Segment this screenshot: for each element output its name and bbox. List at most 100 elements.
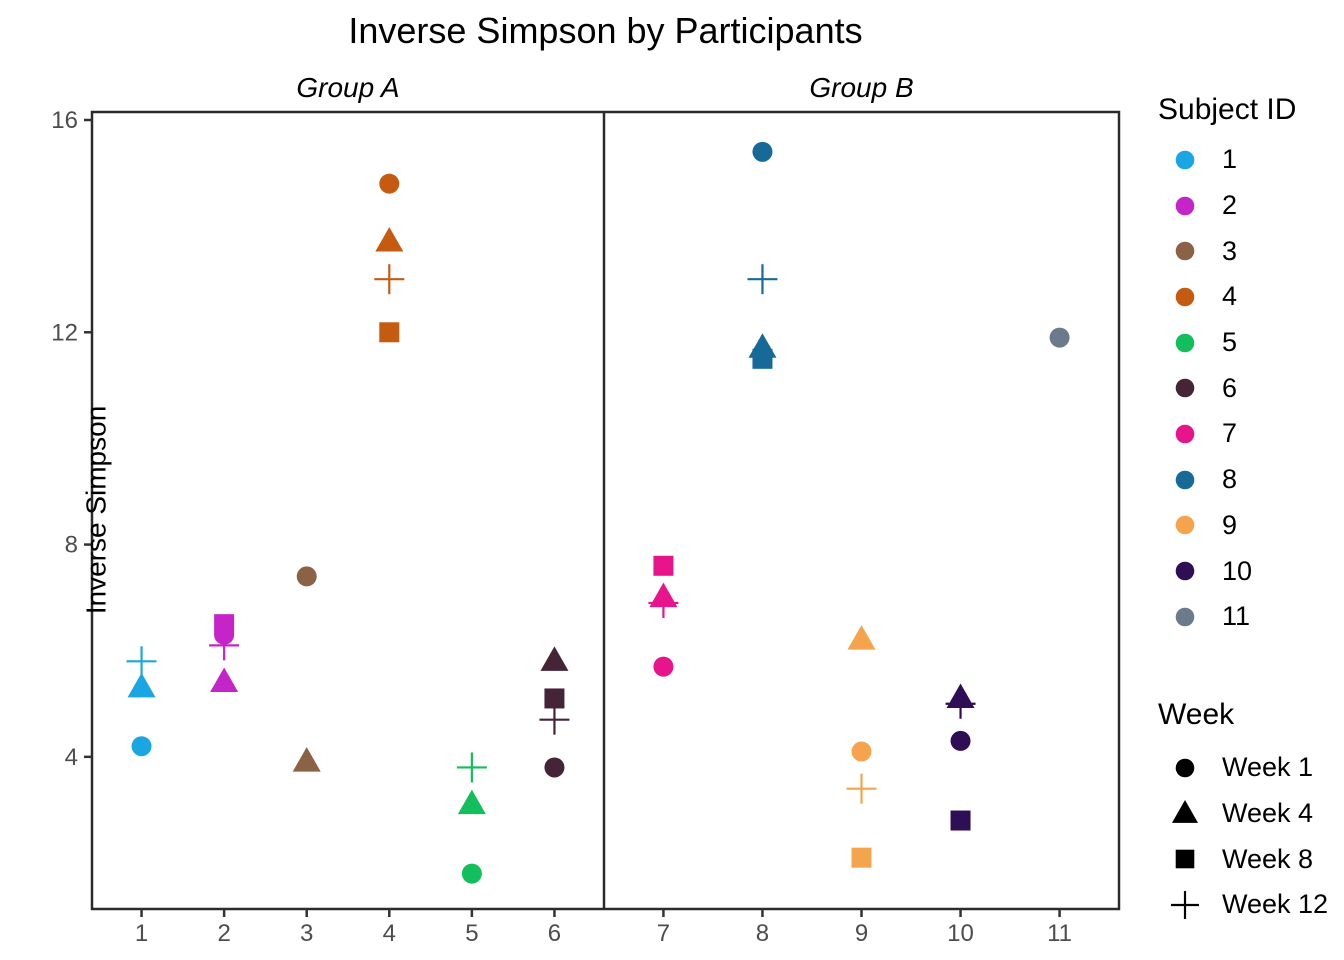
square-icon bbox=[1175, 849, 1195, 869]
x-tick-label: 10 bbox=[947, 920, 974, 947]
legend-label: 9 bbox=[1222, 509, 1238, 540]
subject-color-swatch-icon bbox=[1175, 241, 1195, 261]
x-tick-label: 11 bbox=[1047, 920, 1072, 947]
x-tick-label: 1 bbox=[135, 920, 148, 947]
legend-item-subject-11: 11 bbox=[1158, 594, 1344, 640]
subject-color-swatch-icon bbox=[1175, 150, 1195, 170]
y-tick-label: 4 bbox=[65, 744, 78, 771]
legend-subject-title: Subject ID bbox=[1158, 93, 1297, 126]
x-tick-label: 6 bbox=[548, 920, 561, 947]
subject-color-swatch-icon bbox=[1175, 470, 1195, 489]
x-tick-label: 9 bbox=[855, 920, 868, 947]
subject-color-swatch-icon bbox=[1175, 196, 1195, 215]
point-subject9-week1-circle bbox=[851, 741, 872, 762]
subject-color-swatch-icon bbox=[1175, 287, 1195, 307]
legend-subject-items: 1 2 3 4 5 6 7 8 9 10 11 bbox=[1158, 137, 1344, 640]
facet-label-group-b: Group B bbox=[809, 72, 914, 103]
subject-color-swatch-icon bbox=[1175, 241, 1195, 261]
plus-icon bbox=[1171, 890, 1199, 919]
subject-color-swatch-icon bbox=[1175, 561, 1195, 581]
point-subject2-week8-square bbox=[214, 614, 235, 635]
legend-label: 3 bbox=[1222, 235, 1238, 266]
legend-item-subject-6: 6 bbox=[1158, 365, 1344, 411]
y-tick-label: 8 bbox=[65, 532, 78, 559]
subject-color-swatch-icon bbox=[1175, 287, 1195, 307]
legend-label: Week 4 bbox=[1222, 798, 1314, 829]
point-subject4-week4-triangle bbox=[375, 227, 404, 252]
subject-color-swatch-icon bbox=[1175, 378, 1195, 398]
legend-item-week-12: Week 12 bbox=[1158, 882, 1344, 928]
facet-label-group-a: Group A bbox=[296, 72, 400, 103]
legend-label: 11 bbox=[1222, 601, 1251, 632]
point-subject1-week4-triangle bbox=[127, 672, 156, 698]
subject-color-swatch-icon bbox=[1175, 424, 1195, 444]
subject-color-swatch-icon bbox=[1175, 333, 1195, 352]
legend-item-subject-4: 4 bbox=[1158, 274, 1344, 320]
legend-label: 6 bbox=[1222, 372, 1238, 403]
subject-color-swatch-icon bbox=[1175, 470, 1195, 489]
point-subject1-week1-circle bbox=[131, 736, 152, 757]
y-axis-title: Inverse Simpson bbox=[80, 405, 112, 615]
y-tick-label: 12 bbox=[51, 319, 78, 346]
subject-color-swatch-icon bbox=[1175, 378, 1195, 398]
point-subject9-week4-triangle bbox=[847, 625, 876, 650]
legend-item-subject-9: 9 bbox=[1158, 503, 1344, 549]
subject-color-swatch-icon bbox=[1175, 607, 1195, 627]
subject-color-swatch-icon bbox=[1175, 607, 1195, 627]
legend-label: 5 bbox=[1222, 327, 1238, 358]
x-tick-label: 5 bbox=[465, 920, 478, 947]
legend-item-week-1: Week 1 bbox=[1158, 745, 1344, 791]
x-tick-label: 3 bbox=[300, 920, 313, 947]
legend-item-subject-2: 2 bbox=[1158, 183, 1344, 229]
point-subject5-week1-circle bbox=[461, 863, 482, 884]
x-tick-label: 2 bbox=[217, 920, 230, 947]
legend-item-subject-10: 10 bbox=[1158, 548, 1344, 594]
legend-label: 4 bbox=[1222, 281, 1238, 312]
legend-label: 7 bbox=[1222, 418, 1238, 449]
legend-item-subject-7: 7 bbox=[1158, 411, 1344, 457]
legend-item-subject-1: 1 bbox=[1158, 137, 1344, 183]
triangle-icon bbox=[1171, 799, 1199, 823]
point-subject4-week1-circle bbox=[379, 173, 400, 194]
point-subject7-week8-square bbox=[653, 555, 674, 576]
legend-item-subject-8: 8 bbox=[1158, 457, 1344, 503]
point-subject11-week1-circle bbox=[1049, 327, 1070, 348]
y-tick-label: 16 bbox=[51, 107, 78, 134]
x-tick-label: 7 bbox=[657, 920, 670, 947]
legend-week: Week Week 1 Week 4 Week 8 Week 12 bbox=[1158, 700, 1344, 928]
legend-subject-id: Subject ID 1 2 3 4 5 6 7 8 9 10 11 bbox=[1158, 95, 1344, 640]
point-subject7-week1-circle bbox=[653, 656, 674, 677]
circle-icon bbox=[1175, 758, 1195, 778]
legend-item-week-4: Week 4 bbox=[1158, 791, 1344, 837]
square-icon bbox=[1175, 849, 1195, 869]
point-subject3-week4-triangle bbox=[292, 747, 321, 772]
triangle-icon bbox=[1171, 799, 1199, 823]
point-subject8-week8-square bbox=[752, 348, 773, 369]
legend-item-subject-3: 3 bbox=[1158, 228, 1344, 274]
circle-icon bbox=[1175, 758, 1195, 778]
point-subject5-week4-triangle bbox=[457, 789, 486, 815]
subject-color-swatch-icon bbox=[1175, 516, 1195, 535]
point-subject9-week8-square bbox=[851, 847, 872, 868]
point-subject8-week1-circle bbox=[752, 141, 773, 162]
subject-color-swatch-icon bbox=[1175, 333, 1195, 352]
x-tick-label: 4 bbox=[383, 920, 396, 947]
point-subject2-week4-triangle bbox=[210, 667, 239, 693]
point-subject6-week8-square bbox=[544, 688, 565, 709]
legend-label: 1 bbox=[1222, 144, 1238, 175]
legend-label: 10 bbox=[1222, 555, 1253, 586]
point-subject3-week1-circle bbox=[296, 566, 317, 587]
point-subject4-week8-square bbox=[379, 322, 400, 343]
subject-color-swatch-icon bbox=[1175, 561, 1195, 581]
legend-label: Week 12 bbox=[1222, 889, 1329, 920]
legend-label: Week 8 bbox=[1222, 843, 1314, 874]
point-subject10-week8-square bbox=[950, 810, 971, 831]
point-subject6-week1-circle bbox=[544, 757, 565, 778]
legend-label: 2 bbox=[1222, 190, 1238, 221]
subject-color-swatch-icon bbox=[1175, 150, 1195, 170]
legend-item-subject-5: 5 bbox=[1158, 320, 1344, 366]
subject-color-swatch-icon bbox=[1175, 196, 1195, 215]
point-subject6-week4-triangle bbox=[540, 646, 569, 671]
